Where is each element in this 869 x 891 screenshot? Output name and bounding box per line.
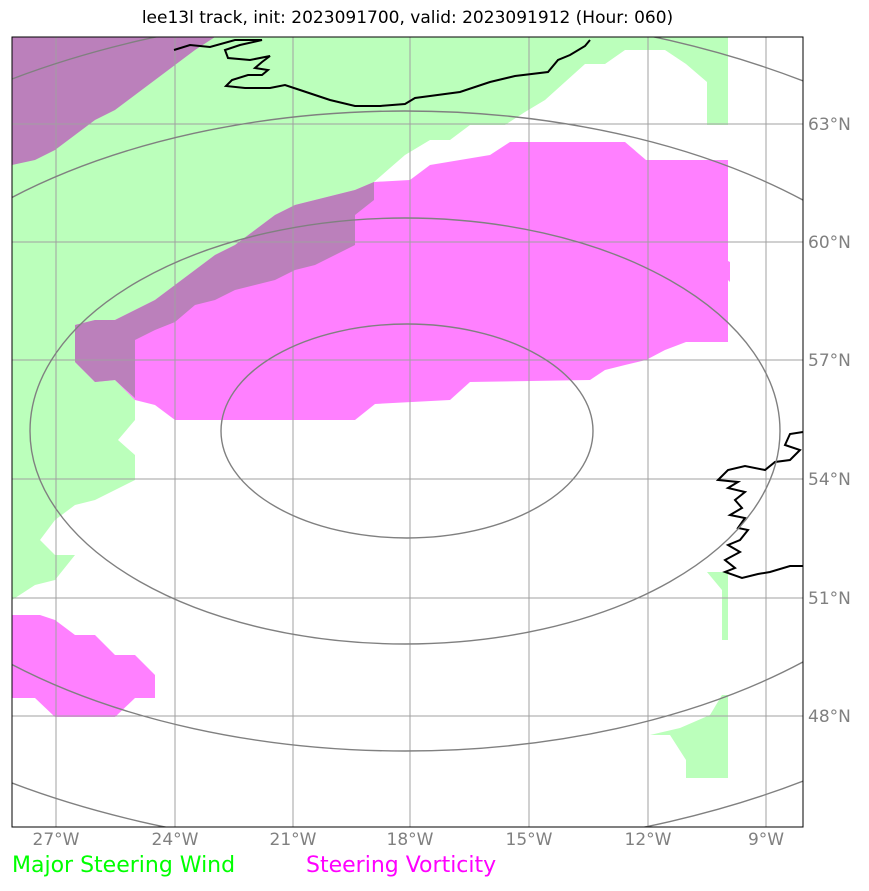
distance-rings (12, 37, 803, 827)
lon-tick-labels: 27°W 24°W 21°W 18°W 15°W 12°W 9°W (33, 830, 785, 850)
grid-lines (12, 37, 803, 827)
wind-region-southeast (650, 695, 728, 778)
lon-tick: 18°W (387, 830, 434, 850)
lon-tick: 21°W (270, 830, 317, 850)
coastlines (173, 39, 803, 580)
legend-vorticity-label: Steering Vorticity (306, 853, 497, 878)
overlap-region-group (12, 37, 374, 398)
overlap-region-northwest (12, 37, 215, 165)
plot-title: lee13l track, init: 2023091700, valid: 2… (141, 8, 674, 28)
lon-tick: 27°W (33, 830, 80, 850)
legend-wind-label: Major Steering Wind (12, 853, 236, 878)
lat-tick: 63°N (808, 115, 851, 135)
coastline-iceland (173, 39, 591, 107)
wind-region-east (707, 572, 728, 640)
vorticity-region-southwest (12, 615, 155, 717)
ring-outer (12, 110, 803, 752)
map-frame (11, 36, 804, 828)
ring-inner (220, 323, 594, 539)
vorticity-region-main (75, 142, 728, 420)
lat-tick: 51°N (808, 589, 851, 609)
lat-tick: 54°N (808, 470, 851, 490)
vorticity-region-group (12, 142, 730, 717)
lon-tick: 24°W (152, 830, 199, 850)
lon-tick: 15°W (506, 830, 553, 850)
vorticity-region-east-sliver (726, 260, 730, 282)
lat-tick: 48°N (808, 707, 851, 727)
lon-tick: 9°W (748, 830, 784, 850)
lat-tick: 60°N (808, 233, 851, 253)
lon-tick: 12°W (625, 830, 672, 850)
lat-tick: 57°N (808, 351, 851, 371)
overlap-region-central (75, 182, 374, 398)
wind-region-north (12, 37, 728, 600)
ring-middle (29, 217, 781, 645)
coastline-ireland (715, 431, 803, 580)
lat-tick-labels: 63°N 60°N 57°N 54°N 51°N 48°N (808, 115, 851, 727)
